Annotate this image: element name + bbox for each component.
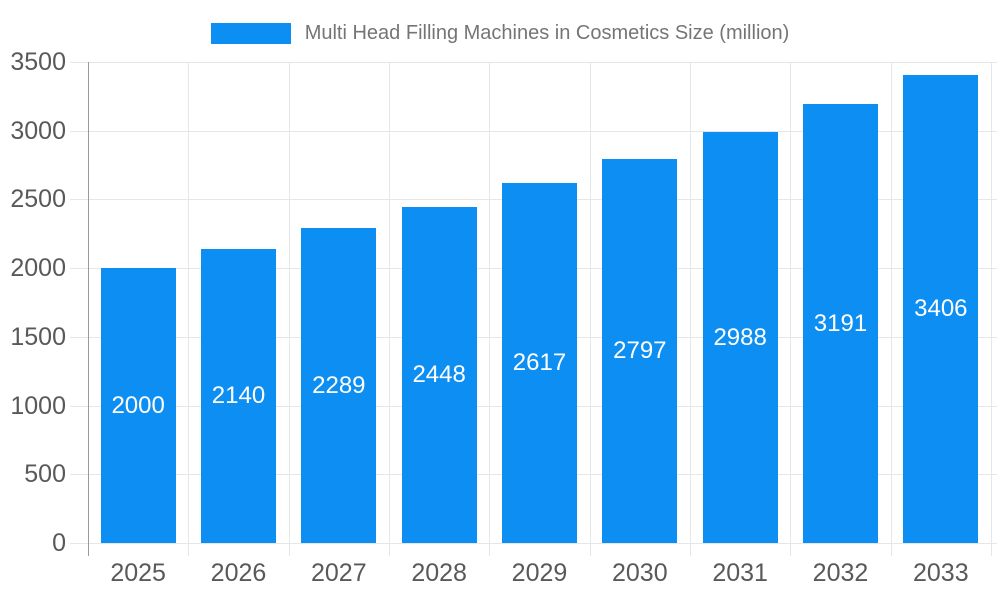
bar[interactable] <box>201 248 276 543</box>
bar-value-label: 2617 <box>512 349 567 377</box>
y-axis-tick-label: 1000 <box>10 391 66 420</box>
bar-value-label: 2797 <box>613 336 667 364</box>
bar-value-label: 3191 <box>813 309 868 337</box>
x-gridline <box>589 62 591 556</box>
x-gridline <box>288 62 290 556</box>
x-gridline <box>690 62 691 556</box>
bar-value-label: 2289 <box>312 371 366 399</box>
y-axis-tick-label: 1500 <box>10 322 66 351</box>
bar[interactable] <box>301 228 377 543</box>
legend-swatch-icon[interactable] <box>210 22 291 44</box>
bar-value-label: 3406 <box>914 294 968 322</box>
x-axis-tick-label: 2032 <box>812 559 869 587</box>
bar[interactable] <box>903 74 979 543</box>
bar[interactable] <box>803 104 878 543</box>
bar-value-label: 2988 <box>713 323 767 351</box>
bar[interactable] <box>702 132 778 543</box>
y-gridline <box>70 543 997 544</box>
bar-value-label: 2448 <box>412 360 466 388</box>
y-axis-tick-label: 3000 <box>10 116 66 145</box>
bar[interactable] <box>502 183 577 543</box>
bar[interactable] <box>100 268 176 543</box>
bar-value-label: 2140 <box>211 381 266 409</box>
x-axis-tick-label: 2028 <box>411 559 467 587</box>
y-gridline <box>70 130 997 132</box>
y-axis-tick-label: 2000 <box>10 254 66 283</box>
x-axis-tick-label: 2031 <box>712 559 768 587</box>
y-axis-tick-label: 0 <box>52 529 66 557</box>
y-axis-tick-label: 500 <box>24 460 66 489</box>
x-axis-tick-label: 2025 <box>110 559 166 587</box>
y-gridline <box>70 62 997 63</box>
y-axis-tick-label: 3500 <box>10 48 66 76</box>
y-axis-line <box>88 62 89 556</box>
bar[interactable] <box>602 158 678 543</box>
x-gridline <box>790 62 792 556</box>
x-gridline <box>489 62 491 556</box>
x-gridline <box>389 62 390 556</box>
y-axis-tick-label: 2500 <box>10 185 66 214</box>
bar-value-label: 2000 <box>111 391 165 419</box>
x-axis-tick-label: 2026 <box>210 559 267 587</box>
x-axis-tick-label: 2029 <box>511 559 568 587</box>
x-gridline <box>890 62 892 556</box>
legend: Multi Head Filling Machines in Cosmetics… <box>0 20 1000 46</box>
bar[interactable] <box>401 206 477 543</box>
x-axis-tick-label: 2033 <box>913 559 969 587</box>
x-gridline <box>991 62 992 556</box>
legend-label[interactable]: Multi Head Filling Machines in Cosmetics… <box>304 21 790 44</box>
x-axis-tick-label: 2030 <box>612 559 668 587</box>
x-gridline <box>188 62 190 556</box>
x-axis-tick-label: 2027 <box>311 559 367 587</box>
